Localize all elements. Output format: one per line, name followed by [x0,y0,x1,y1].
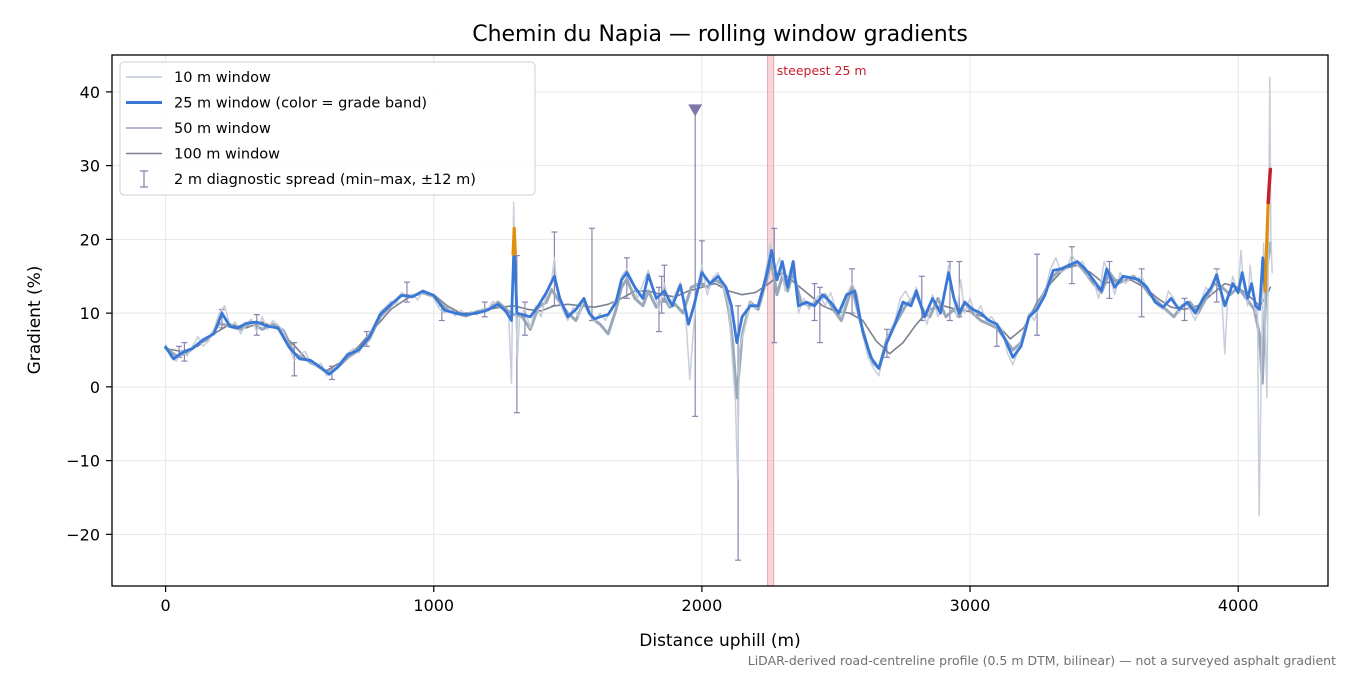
y-axis-label: Gradient (%) [25,266,45,375]
x-tick-label: 4000 [1218,596,1259,615]
series-layer [164,76,1273,517]
footnote: LiDAR-derived road-centreline profile (0… [748,653,1336,668]
series-w25_verysteep-line [1266,167,1273,205]
legend-label: 100 m window [174,147,280,163]
steepest-label: steepest 25 m [777,63,867,78]
x-tick-label: 0 [161,596,171,615]
x-tick-label: 1000 [413,596,454,615]
legend: 10 m window 25 m window (color = grade ba… [119,61,536,196]
steepest-band-layer [767,55,775,586]
y-tick-label: −20 [66,525,100,544]
y-tick-label: 20 [80,230,100,249]
y-tick-label: 30 [80,157,100,176]
marker-triangle [688,104,703,117]
series-w25-line [164,238,1267,376]
y-tick-label: 10 [80,304,100,323]
annotation-layer: steepest 25 m [688,63,867,117]
x-axis-label: Distance uphill (m) [639,631,800,651]
legend-label: 25 m window (color = grade band) [174,96,427,112]
legend-label: 2 m diagnostic spread (min–max, ±12 m) [174,172,476,188]
series-w25_steep-line [511,226,517,256]
legend-box [119,61,536,196]
x-tick-label: 3000 [950,596,991,615]
axis-ticks: 0 1000 2000 3000 4000 −20 −10 0 10 20 30 40 [66,83,1258,615]
legend-label: 50 m window [174,121,271,137]
steepest-band [767,55,775,586]
x-tick-label: 2000 [682,596,723,615]
legend-label: 10 m window [174,70,271,86]
y-tick-label: −10 [66,452,100,471]
chart-title: Chemin du Napia — rolling window gradien… [472,22,968,47]
y-tick-label: 0 [90,378,100,397]
plot-frame [111,54,1329,587]
series-w25_steep_end-line [1263,200,1270,293]
y-tick-label: 40 [80,83,100,102]
